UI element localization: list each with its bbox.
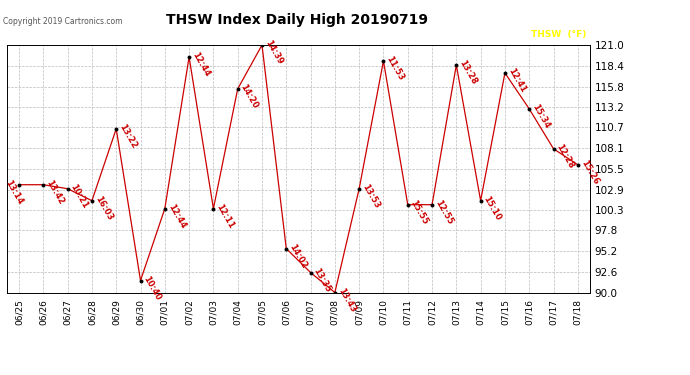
Point [62,186,73,192]
Text: 13:14: 13:14 [3,178,25,206]
Point [426,202,437,208]
Point [402,202,413,208]
Text: 12:41: 12:41 [506,67,527,94]
Text: 13:53: 13:53 [360,182,382,210]
Text: 14:02: 14:02 [287,242,308,270]
Text: 12:55: 12:55 [433,198,454,226]
Text: 13:35: 13:35 [312,266,333,294]
Text: 13:43: 13:43 [336,286,357,314]
Text: 10:40: 10:40 [141,274,163,302]
Point [257,42,268,48]
Text: Copyright 2019 Cartronics.com: Copyright 2019 Cartronics.com [3,17,123,26]
Point [475,198,486,204]
Text: 15:10: 15:10 [482,194,503,222]
Text: 13:42: 13:42 [44,178,66,206]
Text: 12:44: 12:44 [166,202,187,230]
Text: 10:21: 10:21 [69,182,90,210]
Point [184,54,195,60]
Point [86,198,97,204]
Point [500,70,511,76]
Text: 13:22: 13:22 [117,123,139,150]
Point [524,106,535,112]
Text: 15:55: 15:55 [408,198,430,226]
Text: 15:26: 15:26 [579,159,600,186]
Text: 13:28: 13:28 [457,58,478,86]
Point [110,126,121,132]
Point [281,246,292,252]
Point [208,206,219,212]
Text: 11:53: 11:53 [384,55,406,82]
Point [572,162,583,168]
Point [232,86,243,92]
Text: THSW Index Daily High 20190719: THSW Index Daily High 20190719 [166,13,428,27]
Point [329,290,340,296]
Text: 12:28: 12:28 [555,142,575,170]
Text: THSW  (°F): THSW (°F) [531,30,586,39]
Point [14,182,25,188]
Point [159,206,170,212]
Point [38,182,49,188]
Text: 14:20: 14:20 [239,82,260,110]
Point [378,58,389,64]
Text: 12:44: 12:44 [190,51,211,78]
Point [548,146,559,152]
Text: 15:34: 15:34 [530,103,551,130]
Point [451,62,462,68]
Text: 12:11: 12:11 [215,202,236,230]
Text: 16:03: 16:03 [93,194,114,222]
Point [135,278,146,284]
Point [305,270,316,276]
Text: 14:39: 14:39 [263,39,284,66]
Point [354,186,365,192]
